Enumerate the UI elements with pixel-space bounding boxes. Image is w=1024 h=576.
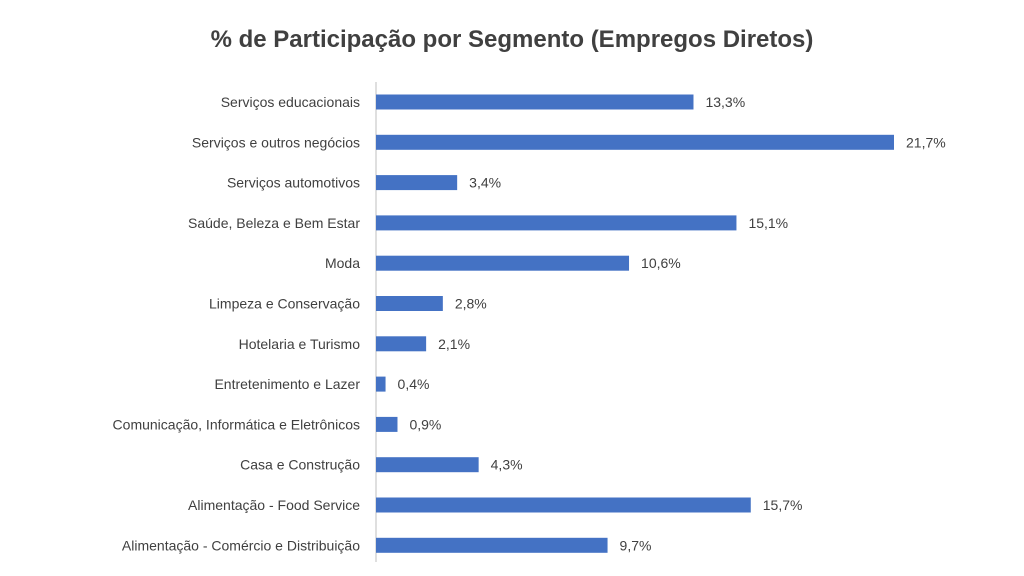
category-label: Limpeza e Conservação [209,296,360,312]
bar [376,336,427,352]
category-label: Comunicação, Informática e Eletrônicos [113,416,360,432]
bar [376,376,386,392]
bar [376,416,398,432]
category-label: Serviços educacionais [221,94,360,110]
category-label: Moda [325,255,360,271]
category-label: Hotelaria e Turismo [239,336,361,352]
data-label: 13,3% [705,94,745,110]
category-label: Casa e Construção [240,457,360,473]
data-label: 0,4% [398,376,430,392]
bar [376,94,694,110]
category-label: Alimentação - Comércio e Distribuição [122,537,360,553]
data-label: 3,4% [469,175,501,191]
data-label: 4,3% [491,457,523,473]
data-label: 10,6% [641,255,681,271]
bar [376,296,443,311]
bar [376,134,894,150]
chart-title: % de Participação por Segmento (Empregos… [210,26,814,53]
bar [376,497,751,513]
data-label: 21,7% [906,134,946,150]
bar [376,255,630,271]
data-label: 2,8% [455,296,487,312]
bar [376,457,479,473]
category-label: Alimentação - Food Service [188,497,360,513]
category-label: Entretenimento e Lazer [214,376,360,392]
data-label: 15,1% [748,215,788,231]
category-label: Serviços automotivos [227,175,360,191]
category-label: Serviços e outros negócios [192,134,360,150]
data-label: 9,7% [620,537,652,553]
category-label: Saúde, Beleza e Bem Estar [188,215,360,231]
bar [376,537,608,553]
data-label: 15,7% [763,497,803,513]
data-label: 0,9% [409,416,441,432]
data-label: 2,1% [438,336,470,352]
bar [376,215,737,231]
bar [376,175,458,191]
